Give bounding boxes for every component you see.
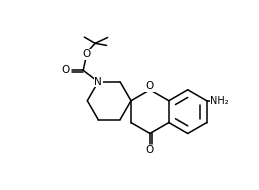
Text: O: O xyxy=(146,81,154,91)
Text: NH₂: NH₂ xyxy=(210,96,229,106)
Text: O: O xyxy=(83,49,91,59)
Text: N: N xyxy=(94,77,102,87)
Text: O: O xyxy=(62,65,70,75)
Text: O: O xyxy=(146,145,154,155)
